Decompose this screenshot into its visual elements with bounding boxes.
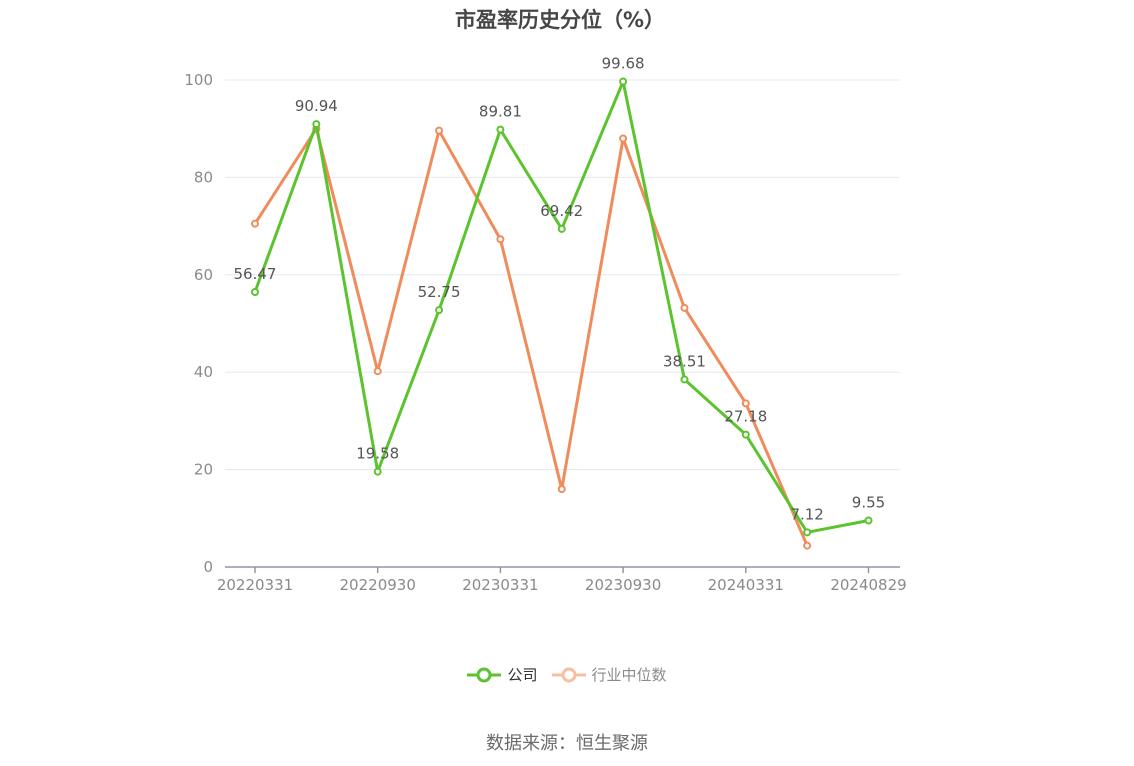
y-tick-label: 60: [194, 266, 213, 284]
company-data-label: 99.68: [602, 55, 645, 73]
industry-data-point[interactable]: [619, 134, 628, 143]
company-data-point[interactable]: [803, 528, 812, 537]
industry-data-point[interactable]: [803, 541, 812, 550]
y-tick-label: 0: [203, 558, 213, 576]
legend: 公司 行业中位数: [0, 664, 1134, 685]
company-data-point[interactable]: [251, 287, 259, 296]
x-tick-label: 20240829: [830, 576, 906, 594]
company-data-label: 38.51: [663, 352, 706, 370]
x-tick-label: 20230930: [585, 576, 661, 594]
industry-data-point[interactable]: [557, 485, 566, 494]
industry-data-point[interactable]: [741, 399, 750, 408]
legend-item-industry[interactable]: 行业中位数: [551, 664, 667, 685]
legend-company-label: 公司: [507, 666, 538, 684]
legend-company-line-icon: [467, 667, 502, 682]
axes: 0 20 40 60 80 100 20220331 20220930 20230331 2023…: [184, 71, 906, 594]
legend-item-company[interactable]: 公司: [467, 664, 538, 685]
industry-series-line: [253, 127, 809, 547]
company-data-point[interactable]: [373, 467, 382, 476]
company-data-point[interactable]: [741, 430, 750, 439]
grid-lines: [225, 79, 900, 471]
industry-data-point[interactable]: [435, 126, 444, 135]
company-data-label: 69.42: [540, 202, 583, 220]
x-tick-label: 20230331: [462, 576, 538, 594]
company-data-label: 19.58: [356, 445, 399, 463]
legend-industry-label: 行业中位数: [591, 666, 667, 684]
chart-title: 市盈率历史分位（%）: [454, 8, 666, 32]
data-labels: 56.47 90.94 19.58 52.75 89.81 69.42 99.68 38.51…: [234, 55, 886, 524]
source-note: 数据来源：恒生聚源: [486, 733, 648, 754]
y-tick-label: 80: [194, 168, 213, 186]
series-lines: [251, 77, 873, 550]
legend-industry-line-icon: [551, 667, 586, 682]
company-data-label: 90.94: [295, 97, 338, 115]
company-data-label: 9.55: [852, 493, 885, 511]
company-data-point[interactable]: [619, 77, 628, 86]
y-tick-label: 100: [184, 71, 213, 89]
company-data-point[interactable]: [680, 375, 689, 384]
company-data-label: 52.75: [418, 283, 461, 301]
industry-data-point[interactable]: [251, 219, 259, 228]
industry-data-point[interactable]: [496, 235, 505, 244]
company-series-line: [253, 80, 869, 534]
company-data-label: 27.18: [724, 408, 767, 426]
industry-data-point[interactable]: [373, 367, 382, 376]
industry-data-point[interactable]: [680, 303, 689, 312]
x-tick-label: 20220331: [217, 576, 293, 594]
y-tick-label: 20: [194, 461, 213, 479]
y-tick-label: 40: [194, 363, 213, 381]
company-data-label: 56.47: [234, 265, 277, 283]
x-tick-label: 20220930: [340, 576, 416, 594]
company-data-label: 89.81: [479, 103, 522, 121]
company-data-point[interactable]: [557, 224, 566, 233]
company-data-point[interactable]: [496, 125, 505, 134]
company-data-point[interactable]: [864, 516, 873, 525]
x-tick-label: 20240331: [708, 576, 784, 594]
company-data-point[interactable]: [312, 120, 321, 129]
company-data-label: 7.12: [790, 505, 823, 523]
company-data-point[interactable]: [435, 306, 444, 315]
